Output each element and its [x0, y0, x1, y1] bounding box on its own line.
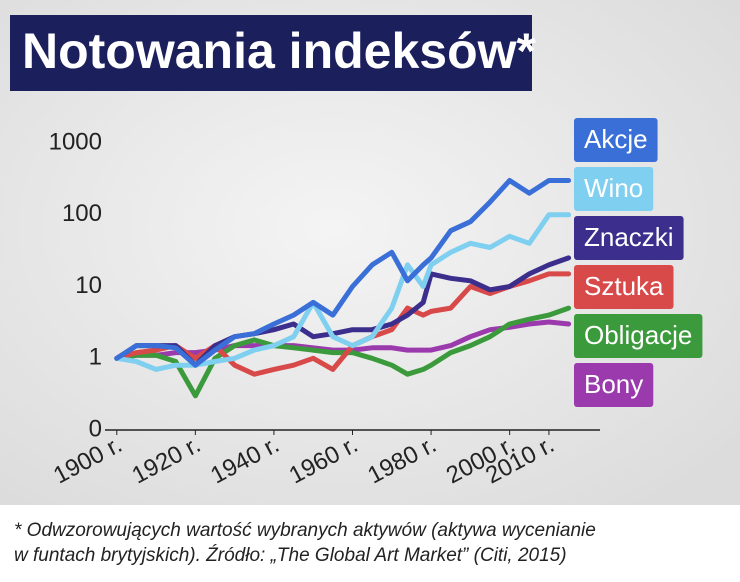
legend-label: Wino: [584, 173, 643, 203]
legend-item: Akcje: [574, 118, 658, 162]
legend-box: [574, 265, 674, 309]
y-tick-label: 10: [75, 272, 102, 299]
legend-item: Bony: [574, 363, 654, 407]
legend-item: Wino: [574, 167, 654, 211]
y-tick-label: 1: [89, 344, 102, 371]
footnote: w funtach brytyjskich). Źródło: „The Glo…: [14, 545, 567, 566]
legend-item: Sztuka: [574, 265, 674, 309]
legend-box: [574, 118, 658, 162]
y-tick-label: 0: [89, 415, 102, 442]
legend-label: Obligacje: [584, 320, 692, 350]
legend-box: [574, 314, 703, 358]
legend-label: Sztuka: [584, 271, 664, 301]
legend-box: [574, 167, 654, 211]
y-tick-label: 100: [62, 200, 102, 227]
y-tick-label: 1000: [49, 128, 102, 155]
legend-box: [574, 363, 654, 407]
chart-title: Notowania indeksów*: [22, 23, 537, 79]
title-box: [10, 15, 532, 91]
legend-item: Obligacje: [574, 314, 703, 358]
legend-label: Bony: [584, 369, 643, 399]
legend-item: Znaczki: [574, 216, 684, 260]
series-line: [114, 178, 572, 368]
legend-label: Akcje: [584, 124, 648, 154]
series-line: [114, 305, 572, 399]
footnote: * Odwzorowujących wartość wybranych akty…: [14, 520, 596, 541]
footer-background: [0, 505, 740, 582]
legend-box: [574, 216, 684, 260]
legend-label: Znaczki: [584, 222, 674, 252]
